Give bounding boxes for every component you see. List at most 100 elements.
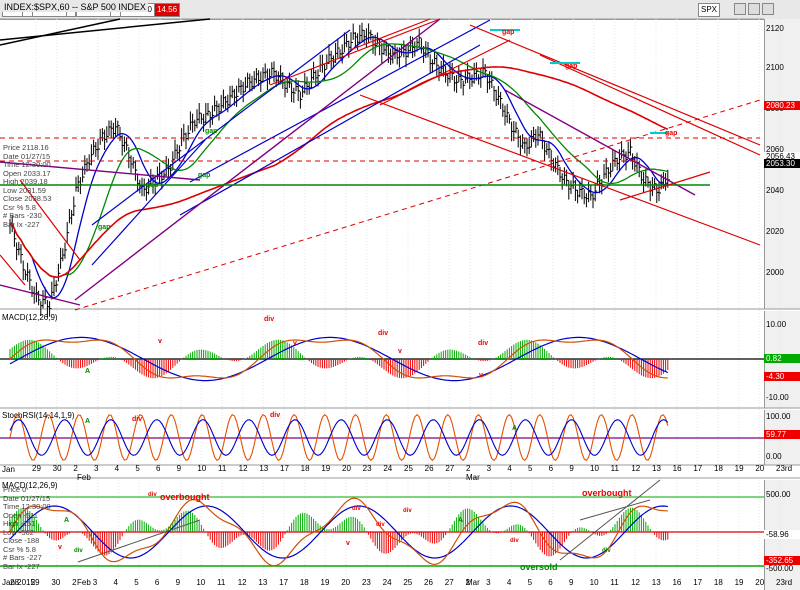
trendline-red (379, 39, 511, 106)
x-axis-label: 5 (134, 578, 139, 587)
macd-axis-label: 10.00 (766, 320, 787, 329)
maximize-icon[interactable] (748, 3, 760, 15)
stoch-axis-label: 0.00 (766, 452, 782, 461)
price-info-date: Date 01/27/15 (3, 151, 51, 161)
x-axis-label-mid: 3 (94, 464, 99, 473)
price-axis-label: 2000 (766, 268, 784, 277)
v-annotation: v (158, 338, 162, 345)
macd-axis-label: -10.00 (766, 393, 789, 402)
x-axis-label-mid: 12 (238, 464, 248, 473)
trendline-red (539, 54, 761, 156)
x-axis-label-mid: 19 (321, 464, 331, 473)
macd-line (9, 339, 668, 379)
gap-annotation: gap (146, 182, 159, 189)
macd2-axis-label: -500.00 (766, 564, 794, 573)
overbought-annotation: overbought (160, 492, 210, 502)
div-annotation: div (376, 522, 385, 528)
x-axis-label: 12 (237, 578, 247, 587)
month-label-feb: Feb (77, 578, 91, 587)
a-annotation: A (64, 517, 70, 524)
div-annotation: div (148, 492, 157, 498)
div-annotation: div (403, 508, 412, 514)
x-axis-label: 20 (755, 578, 765, 587)
trendline-red (269, 18, 441, 86)
x-axis-label-mid: 2 (73, 464, 78, 473)
x-axis-label-mid: 5 (135, 464, 140, 473)
stoch-signal-line (9, 419, 669, 456)
v-annotation: v (58, 544, 62, 551)
x-axis-label: 9 (175, 578, 181, 587)
price-axis-label: 2020 (766, 227, 784, 236)
macd2-info-date: Date 01/27/15 (3, 493, 51, 503)
minimize-icon[interactable] (734, 3, 746, 15)
macd2-signal-line (9, 505, 668, 559)
macd-tag: 0.82 (764, 354, 800, 363)
x-axis-label: 13 (651, 578, 661, 587)
x-axis-label-mid: 30 (52, 464, 62, 473)
macd2-tag: -352.65 (764, 556, 800, 565)
div-annotation: div (378, 330, 389, 337)
gap-annotation: gap (665, 130, 678, 137)
x-axis-label: 30 (51, 578, 61, 587)
close-icon[interactable] (762, 3, 774, 15)
trendline-black (0, 18, 211, 41)
x-axis-label-mid: 18 (714, 464, 723, 473)
x-axis-label: 10 (196, 578, 206, 587)
macd2-info: Price 0 Date 01/27/15 Time 12:30:00 Open -5… (3, 485, 51, 571)
trendline-red (619, 171, 711, 201)
a-annotation: A (512, 425, 518, 432)
gap-annotation: gap (205, 128, 218, 135)
price-axis-label: 2040 (766, 186, 784, 195)
x-axis-label-mid: 17 (280, 464, 289, 473)
macd2-label: MACD(12,26,9) (2, 481, 58, 490)
ma-blue (9, 36, 668, 299)
x-axis-label-mid: 26 (424, 464, 434, 473)
x-axis-label: 28 (10, 578, 19, 587)
v-annotation: v (346, 540, 350, 547)
price-info-low: Low 2031.59 (3, 185, 46, 195)
price-info-csr-: Csr % 5.8 (3, 202, 36, 212)
x-axis-label-mid: 25 (404, 464, 413, 473)
x-axis-label-mid: 9 (176, 464, 182, 473)
x-axis-label: 4 (113, 578, 118, 587)
x-axis-label: 26 (424, 578, 433, 587)
stoch-tag: 59.77 (764, 430, 800, 439)
trendline-red (349, 18, 431, 51)
x-axis-label: 4 (506, 578, 512, 587)
x-axis-label-mid: 4 (114, 464, 120, 473)
x-axis-label: 9 (568, 578, 574, 587)
macd2-trendline (559, 479, 661, 561)
x-axis-label: 23 (361, 578, 371, 587)
x-axis-label-mid: 27 (445, 464, 455, 473)
x-axis-label: 20 (341, 578, 351, 587)
x-axis-label-mid: 6 (548, 464, 554, 473)
macd2-info-bar-ix: Bar Ix -227 (3, 561, 40, 571)
v-annotation: v (293, 340, 297, 347)
div-annotation: div (132, 416, 143, 423)
macd2-info-low: Low -562 (3, 527, 34, 537)
price-axis-label: 2100 (766, 63, 784, 72)
x-axis-label-mid: 17 (693, 464, 703, 473)
x-axis-label: 19 (320, 578, 330, 587)
macd2-info-high: High -151 (3, 519, 36, 528)
x-axis-label: 19 (734, 578, 744, 587)
month-label-jan-mid: Jan (2, 465, 15, 474)
x-axis-label-mid: 18 (300, 464, 310, 473)
div-annotation: div (510, 538, 519, 544)
symbol-box[interactable]: SPX (698, 3, 721, 17)
ma-green (9, 43, 668, 278)
div-annotation: div (74, 548, 83, 554)
x-axis-label-mid: 19 (734, 464, 744, 473)
price-info--bars: # Bars -230 (3, 211, 42, 220)
stoch-axis-label: 100.00 (766, 412, 791, 421)
x-axis-label: 24 (382, 578, 392, 587)
trendline-black (0, 18, 121, 46)
macd-tag: -4.30 (764, 372, 800, 381)
x-axis-label: 17 (693, 578, 703, 587)
a-annotation: A (85, 418, 91, 425)
stoch-line (9, 413, 669, 462)
macd2-tag: -58.96 (764, 530, 800, 539)
x-axis-label-mid: 23 (362, 464, 372, 473)
